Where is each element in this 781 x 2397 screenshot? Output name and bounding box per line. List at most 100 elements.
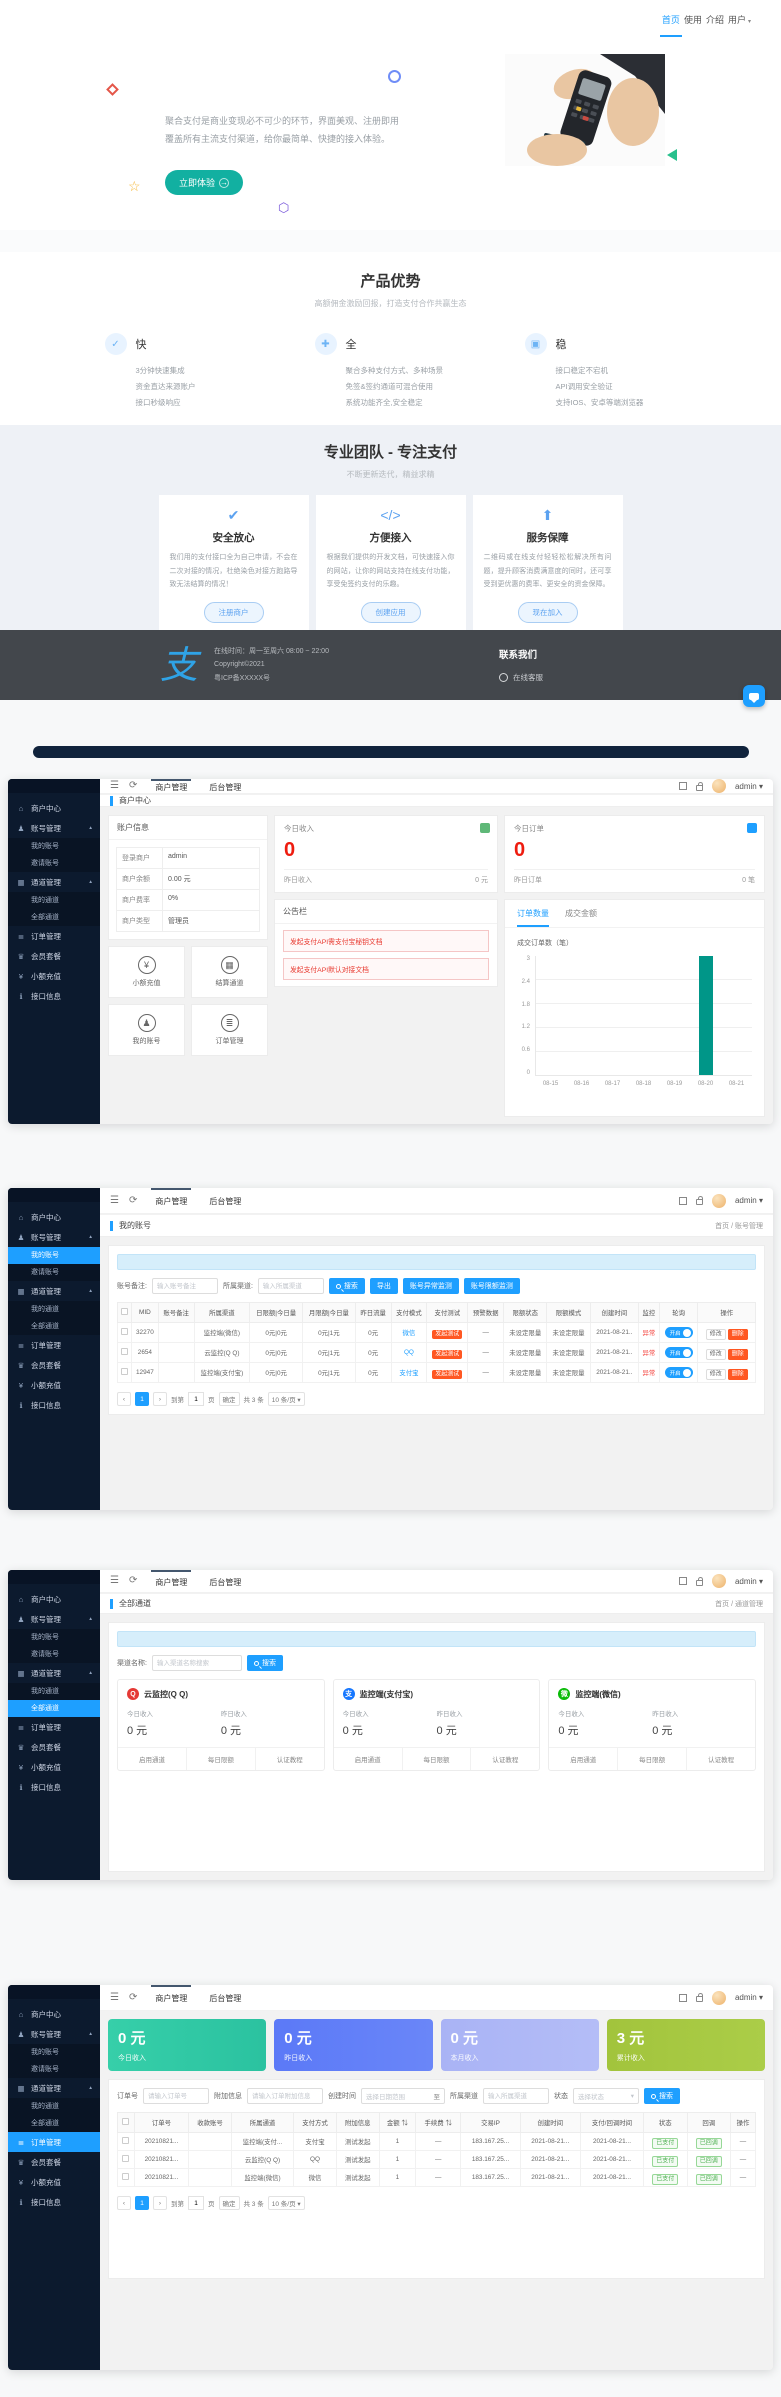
confirm-page-button[interactable]: 确定 xyxy=(218,1392,240,1406)
delete-button[interactable]: 删除 xyxy=(727,1368,748,1380)
select-all-checkbox[interactable] xyxy=(121,1308,129,1315)
sidebar-item[interactable]: ≣ 订单管理 ▴ xyxy=(8,2132,100,2152)
sidebar-subitem[interactable]: 我的通道 xyxy=(8,892,100,909)
header-tab[interactable]: 商户管理 xyxy=(151,1985,192,2010)
sidebar-item[interactable]: ℹ 接口信息 ▴ xyxy=(8,986,100,1006)
nav-item[interactable]: 介绍▾ xyxy=(704,3,726,35)
header-tab[interactable]: 后台管理 xyxy=(209,782,242,792)
polling-toggle[interactable]: 开启 xyxy=(664,1347,693,1358)
sidebar-item[interactable]: ≣ 订单管理 ▴ xyxy=(8,1335,100,1355)
sidebar-item[interactable]: ¥ 小额充值 ▴ xyxy=(8,1375,100,1395)
refresh-icon[interactable]: ⟳ xyxy=(128,1575,138,1587)
channel-filter-input[interactable] xyxy=(483,2088,549,2104)
sidebar-item[interactable]: ⌂ 商户中心 ▴ xyxy=(8,798,100,818)
sidebar-item[interactable]: ♟ 账号管理 ▴ xyxy=(8,1609,100,1629)
channel-action-button[interactable]: 每日限额 xyxy=(187,1748,256,1770)
avatar[interactable] xyxy=(711,779,726,793)
sidebar-subitem[interactable]: 全部通道 xyxy=(8,2115,100,2132)
status-select[interactable]: 选择状态 ▾ xyxy=(573,2088,639,2104)
page-button[interactable]: 1 xyxy=(135,2196,149,2210)
channel-action-button[interactable]: 认证教程 xyxy=(492,1757,519,1764)
nav-item[interactable]: 使用▾ xyxy=(682,3,704,35)
channel-action-button[interactable]: 每日限额 xyxy=(618,1748,688,1770)
sidebar-subitem[interactable]: 我的通道 xyxy=(8,1683,100,1700)
nav-item[interactable]: 用户 ▾ xyxy=(726,3,753,35)
prev-page-button[interactable]: ‹ xyxy=(117,2196,131,2210)
refresh-icon[interactable]: ⟳ xyxy=(128,1194,138,1206)
date-range-input[interactable]: 选择日期范围至 xyxy=(361,2088,445,2104)
polling-toggle[interactable]: 开启 xyxy=(664,1327,693,1338)
sidebar-item[interactable]: ♟ 账号管理 ▴ xyxy=(8,818,100,838)
fullscreen-icon[interactable] xyxy=(678,1993,687,2002)
lock-icon[interactable] xyxy=(695,1196,703,1205)
channel-filter-input[interactable] xyxy=(257,1278,324,1294)
next-page-button[interactable]: › xyxy=(153,1392,167,1406)
quick-action-card[interactable]: ≣ 订单管理 xyxy=(191,1004,268,1056)
sidebar-subitem[interactable]: 邀请账号 xyxy=(8,2061,100,2078)
sidebar-subitem[interactable]: 我的通道 xyxy=(8,2098,100,2115)
sidebar-subitem[interactable]: 全部通道 xyxy=(8,909,100,926)
page-size-select[interactable]: 10 条/页 ▾ xyxy=(267,2196,305,2210)
account-limit-monitor-button[interactable]: 账号限额监测 xyxy=(463,1278,520,1294)
edit-button[interactable]: 修改 xyxy=(705,1348,726,1360)
hamburger-icon[interactable]: ☰ xyxy=(110,1991,119,2003)
sidebar-item[interactable]: ♛ 会员套餐 ▴ xyxy=(8,2152,100,2172)
sidebar-item[interactable]: ≣ 订单管理 ▴ xyxy=(8,1717,100,1737)
channel-action-button[interactable]: 每日限额 xyxy=(403,1748,472,1770)
sidebar-subitem[interactable]: 我的账号 xyxy=(8,2044,100,2061)
row-checkbox[interactable] xyxy=(121,1368,129,1375)
header-tab[interactable]: 后台管理 xyxy=(209,1577,242,1587)
channel-action-button[interactable]: 启用通道 xyxy=(118,1748,187,1770)
account-anomaly-monitor-button[interactable]: 账号异常监测 xyxy=(402,1278,459,1294)
sidebar-item[interactable]: ⌂ 商户中心 ▴ xyxy=(8,1589,100,1609)
sidebar-item[interactable]: ≣ 订单管理 ▴ xyxy=(8,926,100,946)
nav-item[interactable]: 首页▾ xyxy=(659,3,682,37)
team-card-button[interactable]: 注册商户 xyxy=(203,601,264,623)
sidebar-item[interactable]: ⌂ 商户中心 ▴ xyxy=(8,1207,100,1227)
sidebar-subitem[interactable]: 邀请账号 xyxy=(8,1646,100,1663)
sidebar-item[interactable]: ♟ 账号管理 ▴ xyxy=(8,1227,100,1247)
hamburger-icon[interactable]: ☰ xyxy=(110,1575,119,1587)
team-card-button[interactable]: 创建应用 xyxy=(360,601,421,623)
extra-info-input[interactable] xyxy=(247,2088,323,2104)
quick-action-card[interactable]: ♟ 我的账号 xyxy=(108,1004,185,1056)
confirm-page-button[interactable]: 确定 xyxy=(218,2196,240,2210)
notice-link[interactable]: 发起支付API默认对接文档 xyxy=(283,958,489,980)
channel-name-input[interactable] xyxy=(151,1655,242,1671)
header-tab[interactable]: 后台管理 xyxy=(209,1994,242,2003)
fullscreen-icon[interactable] xyxy=(678,1577,687,1586)
sidebar-item[interactable]: ℹ 接口信息 ▴ xyxy=(8,1777,100,1797)
row-checkbox[interactable] xyxy=(122,2137,130,2144)
cta-button[interactable]: 立即体验 → xyxy=(165,170,244,195)
sidebar-item[interactable]: ♛ 会员套餐 ▴ xyxy=(8,1355,100,1375)
user-menu[interactable]: admin ▾ xyxy=(735,1993,763,2002)
user-menu[interactable]: admin ▾ xyxy=(735,1577,763,1586)
sidebar-item[interactable]: ℹ 接口信息 ▴ xyxy=(8,1395,100,1415)
polling-toggle[interactable]: 开启 xyxy=(664,1367,693,1378)
order-id-input[interactable] xyxy=(143,2088,209,2104)
header-tab[interactable]: 商户管理 xyxy=(151,1188,192,1213)
contact-item[interactable]: 在线客服 xyxy=(498,672,543,683)
sidebar-subitem[interactable]: 邀请账号 xyxy=(8,855,100,872)
edit-button[interactable]: 修改 xyxy=(705,1328,726,1340)
sidebar-item[interactable]: ⌂ 商户中心 ▴ xyxy=(8,2004,100,2024)
fullscreen-icon[interactable] xyxy=(678,782,687,790)
chart-tab[interactable]: 订单数量 xyxy=(517,908,549,927)
delete-button[interactable]: 删除 xyxy=(727,1328,748,1340)
sidebar-item[interactable]: ♟ 账号管理 ▴ xyxy=(8,2024,100,2044)
page-jump-input[interactable] xyxy=(188,1392,204,1406)
search-button[interactable]: 搜索 xyxy=(328,1278,365,1294)
test-pay-button[interactable]: 发起测试 xyxy=(432,1329,463,1339)
sidebar-item[interactable]: ¥ 小额充值 ▴ xyxy=(8,1757,100,1777)
page-jump-input[interactable] xyxy=(188,2196,204,2210)
header-tab[interactable]: 商户管理 xyxy=(151,1570,192,1592)
sidebar-item[interactable]: ¥ 小额充值 ▴ xyxy=(8,2172,100,2192)
sidebar-subitem[interactable]: 我的通道 xyxy=(8,1301,100,1318)
fullscreen-icon[interactable] xyxy=(678,1196,687,1205)
avatar[interactable] xyxy=(711,1990,726,2005)
sidebar-subitem[interactable]: 我的账号 xyxy=(8,838,100,855)
sidebar-subitem[interactable]: 邀请账号 xyxy=(8,1264,100,1281)
sidebar-item[interactable]: ▦ 通道管理 ▴ xyxy=(8,872,100,892)
sidebar-item[interactable]: ♛ 会员套餐 ▴ xyxy=(8,946,100,966)
remark-filter-input[interactable] xyxy=(151,1278,218,1294)
